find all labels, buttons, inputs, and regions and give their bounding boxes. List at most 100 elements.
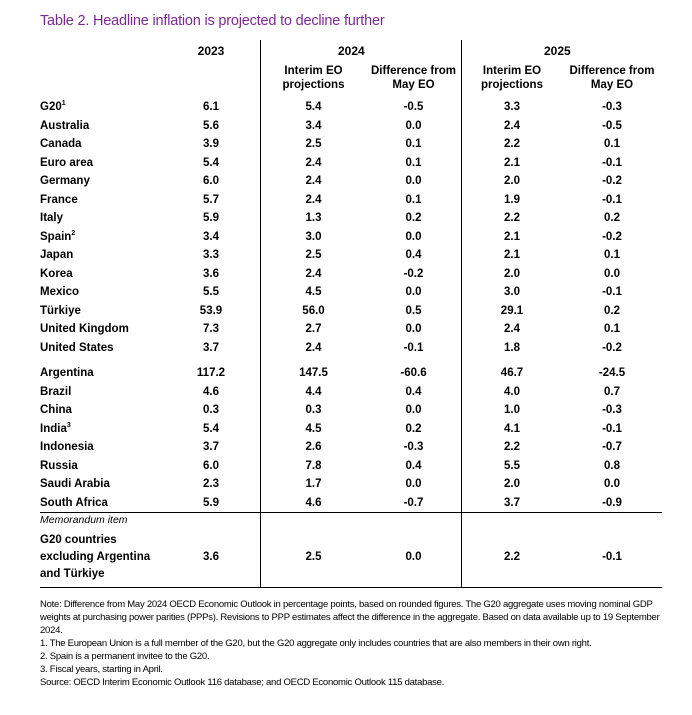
year-header-row: 2023 2024 2025 bbox=[40, 40, 662, 62]
table-row: Indonesia 3.7 2.6 -0.3 2.2 -0.7 bbox=[40, 438, 662, 457]
country-name: Canada bbox=[40, 138, 82, 151]
value-2023: 53.9 bbox=[199, 304, 223, 317]
table-row: Italy 5.9 1.3 0.2 2.2 0.2 bbox=[40, 209, 662, 228]
inflation-table: 2023 2024 2025 Interim EO projections Dif… bbox=[40, 40, 662, 588]
projection-2025: 2.4 bbox=[461, 116, 562, 135]
projection-2025: 1.8 bbox=[461, 338, 562, 357]
difference-2025: -0.1 bbox=[562, 527, 662, 588]
difference-2024: 0.2 bbox=[405, 422, 422, 435]
country-name: Euro area bbox=[40, 156, 94, 169]
diff-2024-header: Difference from May EO bbox=[371, 65, 456, 91]
difference-2025: 0.0 bbox=[604, 478, 620, 491]
value-2023: 2.3 bbox=[203, 478, 219, 491]
projection-2024: 0.3 bbox=[260, 401, 366, 420]
value-2023: 6.0 bbox=[203, 459, 219, 472]
difference-2025: 0.0 bbox=[604, 267, 620, 280]
projection-2024: 1.7 bbox=[260, 475, 366, 494]
table-row: Saudi Arabia 2.3 1.7 0.0 2.0 0.0 bbox=[40, 475, 662, 494]
projection-2025: 2.2 bbox=[461, 527, 562, 588]
country-name: China bbox=[40, 404, 72, 417]
difference-2025: -0.3 bbox=[602, 404, 622, 417]
country-name: Germany bbox=[40, 175, 90, 188]
value-2023: 3.7 bbox=[203, 441, 219, 454]
country-name: Mexico bbox=[40, 286, 79, 299]
difference-2024: -0.5 bbox=[403, 101, 424, 114]
country-name: France bbox=[40, 193, 78, 206]
projection-2025: 2.1 bbox=[461, 246, 562, 265]
footnote-marker: 1 bbox=[61, 100, 66, 108]
projection-2025: 2.1 bbox=[461, 153, 562, 172]
projection-2025: 2.0 bbox=[461, 475, 562, 494]
projection-2025: 3.3 bbox=[461, 98, 562, 117]
group-spacer bbox=[40, 357, 662, 364]
difference-2024: 0.0 bbox=[405, 119, 422, 132]
projection-2024: 2.4 bbox=[260, 264, 366, 283]
country-name: Spain2 bbox=[40, 229, 76, 243]
table-row: China 0.3 0.3 0.0 1.0 -0.3 bbox=[40, 401, 662, 420]
value-2023: 7.3 bbox=[203, 323, 219, 336]
table-row: Spain2 3.4 3.0 0.0 2.1 -0.2 bbox=[40, 227, 662, 246]
difference-2025: -0.9 bbox=[602, 496, 622, 509]
note-line: 1. The European Union is a full member o… bbox=[40, 638, 592, 649]
diff-2025-header: Difference from May EO bbox=[569, 65, 655, 91]
difference-2024: 0.0 bbox=[405, 323, 422, 336]
difference-2025: -0.2 bbox=[602, 230, 622, 243]
table-row: Mexico 5.5 4.5 0.0 3.0 -0.1 bbox=[40, 283, 662, 302]
projection-2024: 5.4 bbox=[260, 98, 366, 117]
projection-2025: 2.0 bbox=[461, 264, 562, 283]
difference-2024: 0.0 bbox=[405, 478, 422, 491]
country-name: G201 bbox=[40, 100, 66, 114]
difference-2025: 0.1 bbox=[604, 249, 620, 262]
table-row: United Kingdom 7.3 2.7 0.0 2.4 0.1 bbox=[40, 320, 662, 339]
table-row: Türkiye 53.9 56.0 0.5 29.1 0.2 bbox=[40, 301, 662, 320]
projection-2024: 4.5 bbox=[260, 283, 366, 302]
value-2023: 3.7 bbox=[203, 341, 219, 354]
projection-2024: 2.5 bbox=[260, 246, 366, 265]
difference-2024: -0.2 bbox=[403, 267, 424, 280]
sub-header-row: Interim EO projections Difference from May… bbox=[40, 62, 662, 98]
difference-2025: -0.7 bbox=[602, 441, 622, 454]
difference-2024: -0.1 bbox=[403, 341, 424, 354]
difference-2025: -0.1 bbox=[602, 193, 622, 206]
difference-2024: 0.0 bbox=[366, 527, 462, 588]
interim-2025-header: Interim EO projections bbox=[461, 62, 562, 98]
projection-2025: 2.2 bbox=[461, 209, 562, 228]
projection-2024: 2.4 bbox=[260, 153, 366, 172]
table-row: South Africa 5.9 4.6 -0.7 3.7 -0.9 bbox=[40, 493, 662, 513]
value-2023: 5.5 bbox=[203, 286, 219, 299]
country-name: Saudi Arabia bbox=[40, 478, 110, 491]
projection-2024: 2.6 bbox=[260, 438, 366, 457]
year-2023-header: 2023 bbox=[197, 44, 225, 58]
projection-2024: 2.4 bbox=[260, 190, 366, 209]
projection-2025: 3.7 bbox=[461, 493, 562, 513]
difference-2024: 0.0 bbox=[405, 404, 422, 417]
table-row: Argentina 117.2 147.5 -60.6 46.7 -24.5 bbox=[40, 364, 662, 383]
table-row: Japan 3.3 2.5 0.4 2.1 0.1 bbox=[40, 246, 662, 265]
country-name: Australia bbox=[40, 119, 90, 132]
value-2023: 5.9 bbox=[203, 496, 219, 509]
difference-2025: 0.8 bbox=[604, 459, 620, 472]
projection-2025: 2.1 bbox=[461, 227, 562, 246]
value-2023: 3.6 bbox=[162, 527, 261, 588]
projection-2024: 4.4 bbox=[260, 382, 366, 401]
footnote-marker: 2 bbox=[71, 229, 76, 237]
table-row: United States 3.7 2.4 -0.1 1.8 -0.2 bbox=[40, 338, 662, 357]
country-name: India3 bbox=[40, 421, 71, 435]
memorandum-label: Memorandum item bbox=[40, 512, 162, 527]
country-name: Italy bbox=[40, 212, 64, 225]
projection-2024: 2.5 bbox=[260, 527, 366, 588]
projection-2025: 29.1 bbox=[461, 301, 562, 320]
value-2023: 0.3 bbox=[203, 404, 219, 417]
country-name: Türkiye bbox=[40, 304, 81, 317]
country-name: Russia bbox=[40, 459, 78, 472]
country-name: Brazil bbox=[40, 385, 72, 398]
difference-2024: -0.7 bbox=[403, 496, 424, 509]
projection-2025: 1.0 bbox=[461, 401, 562, 420]
table-title: Table 2. Headline inflation is projected… bbox=[40, 13, 385, 29]
difference-2025: -0.3 bbox=[602, 101, 622, 114]
country-name: Argentina bbox=[40, 367, 94, 380]
table-row: India3 5.4 4.5 0.2 4.1 -0.1 bbox=[40, 419, 662, 438]
difference-2024: -0.3 bbox=[403, 441, 424, 454]
table-row: Australia 5.6 3.4 0.0 2.4 -0.5 bbox=[40, 116, 662, 135]
table-row: France 5.7 2.4 0.1 1.9 -0.1 bbox=[40, 190, 662, 209]
